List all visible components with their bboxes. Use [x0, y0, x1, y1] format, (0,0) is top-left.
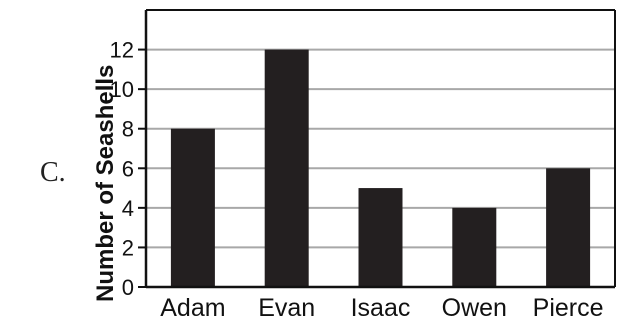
y-tick-label: 10	[110, 77, 134, 102]
y-tick-label: 4	[122, 196, 134, 221]
bar	[358, 188, 403, 287]
y-tick-labels: 0 2 4 6 8 10 12	[110, 38, 134, 300]
y-tick-label: 6	[122, 156, 134, 181]
x-category-label: Pierce	[533, 294, 604, 322]
x-category-label: Evan	[258, 294, 315, 322]
bar	[452, 207, 497, 287]
bar	[264, 49, 309, 288]
y-tick-label: 2	[122, 235, 134, 260]
bar	[170, 128, 215, 287]
x-category-label: Isaac	[351, 294, 411, 322]
bars	[170, 49, 591, 288]
x-category-label: Adam	[160, 294, 225, 322]
y-tick-label: 8	[122, 117, 134, 142]
y-tick-label: 12	[110, 38, 134, 63]
option-letter: C.	[40, 157, 66, 188]
axes	[138, 9, 616, 289]
y-tick-label: 0	[122, 275, 134, 300]
x-category-label: Owen	[442, 294, 507, 322]
bar	[546, 168, 591, 287]
y-axis-label: Number of Seashells	[92, 65, 119, 302]
x-category-labels: Adam Evan Isaac Owen Pierce	[160, 294, 603, 322]
